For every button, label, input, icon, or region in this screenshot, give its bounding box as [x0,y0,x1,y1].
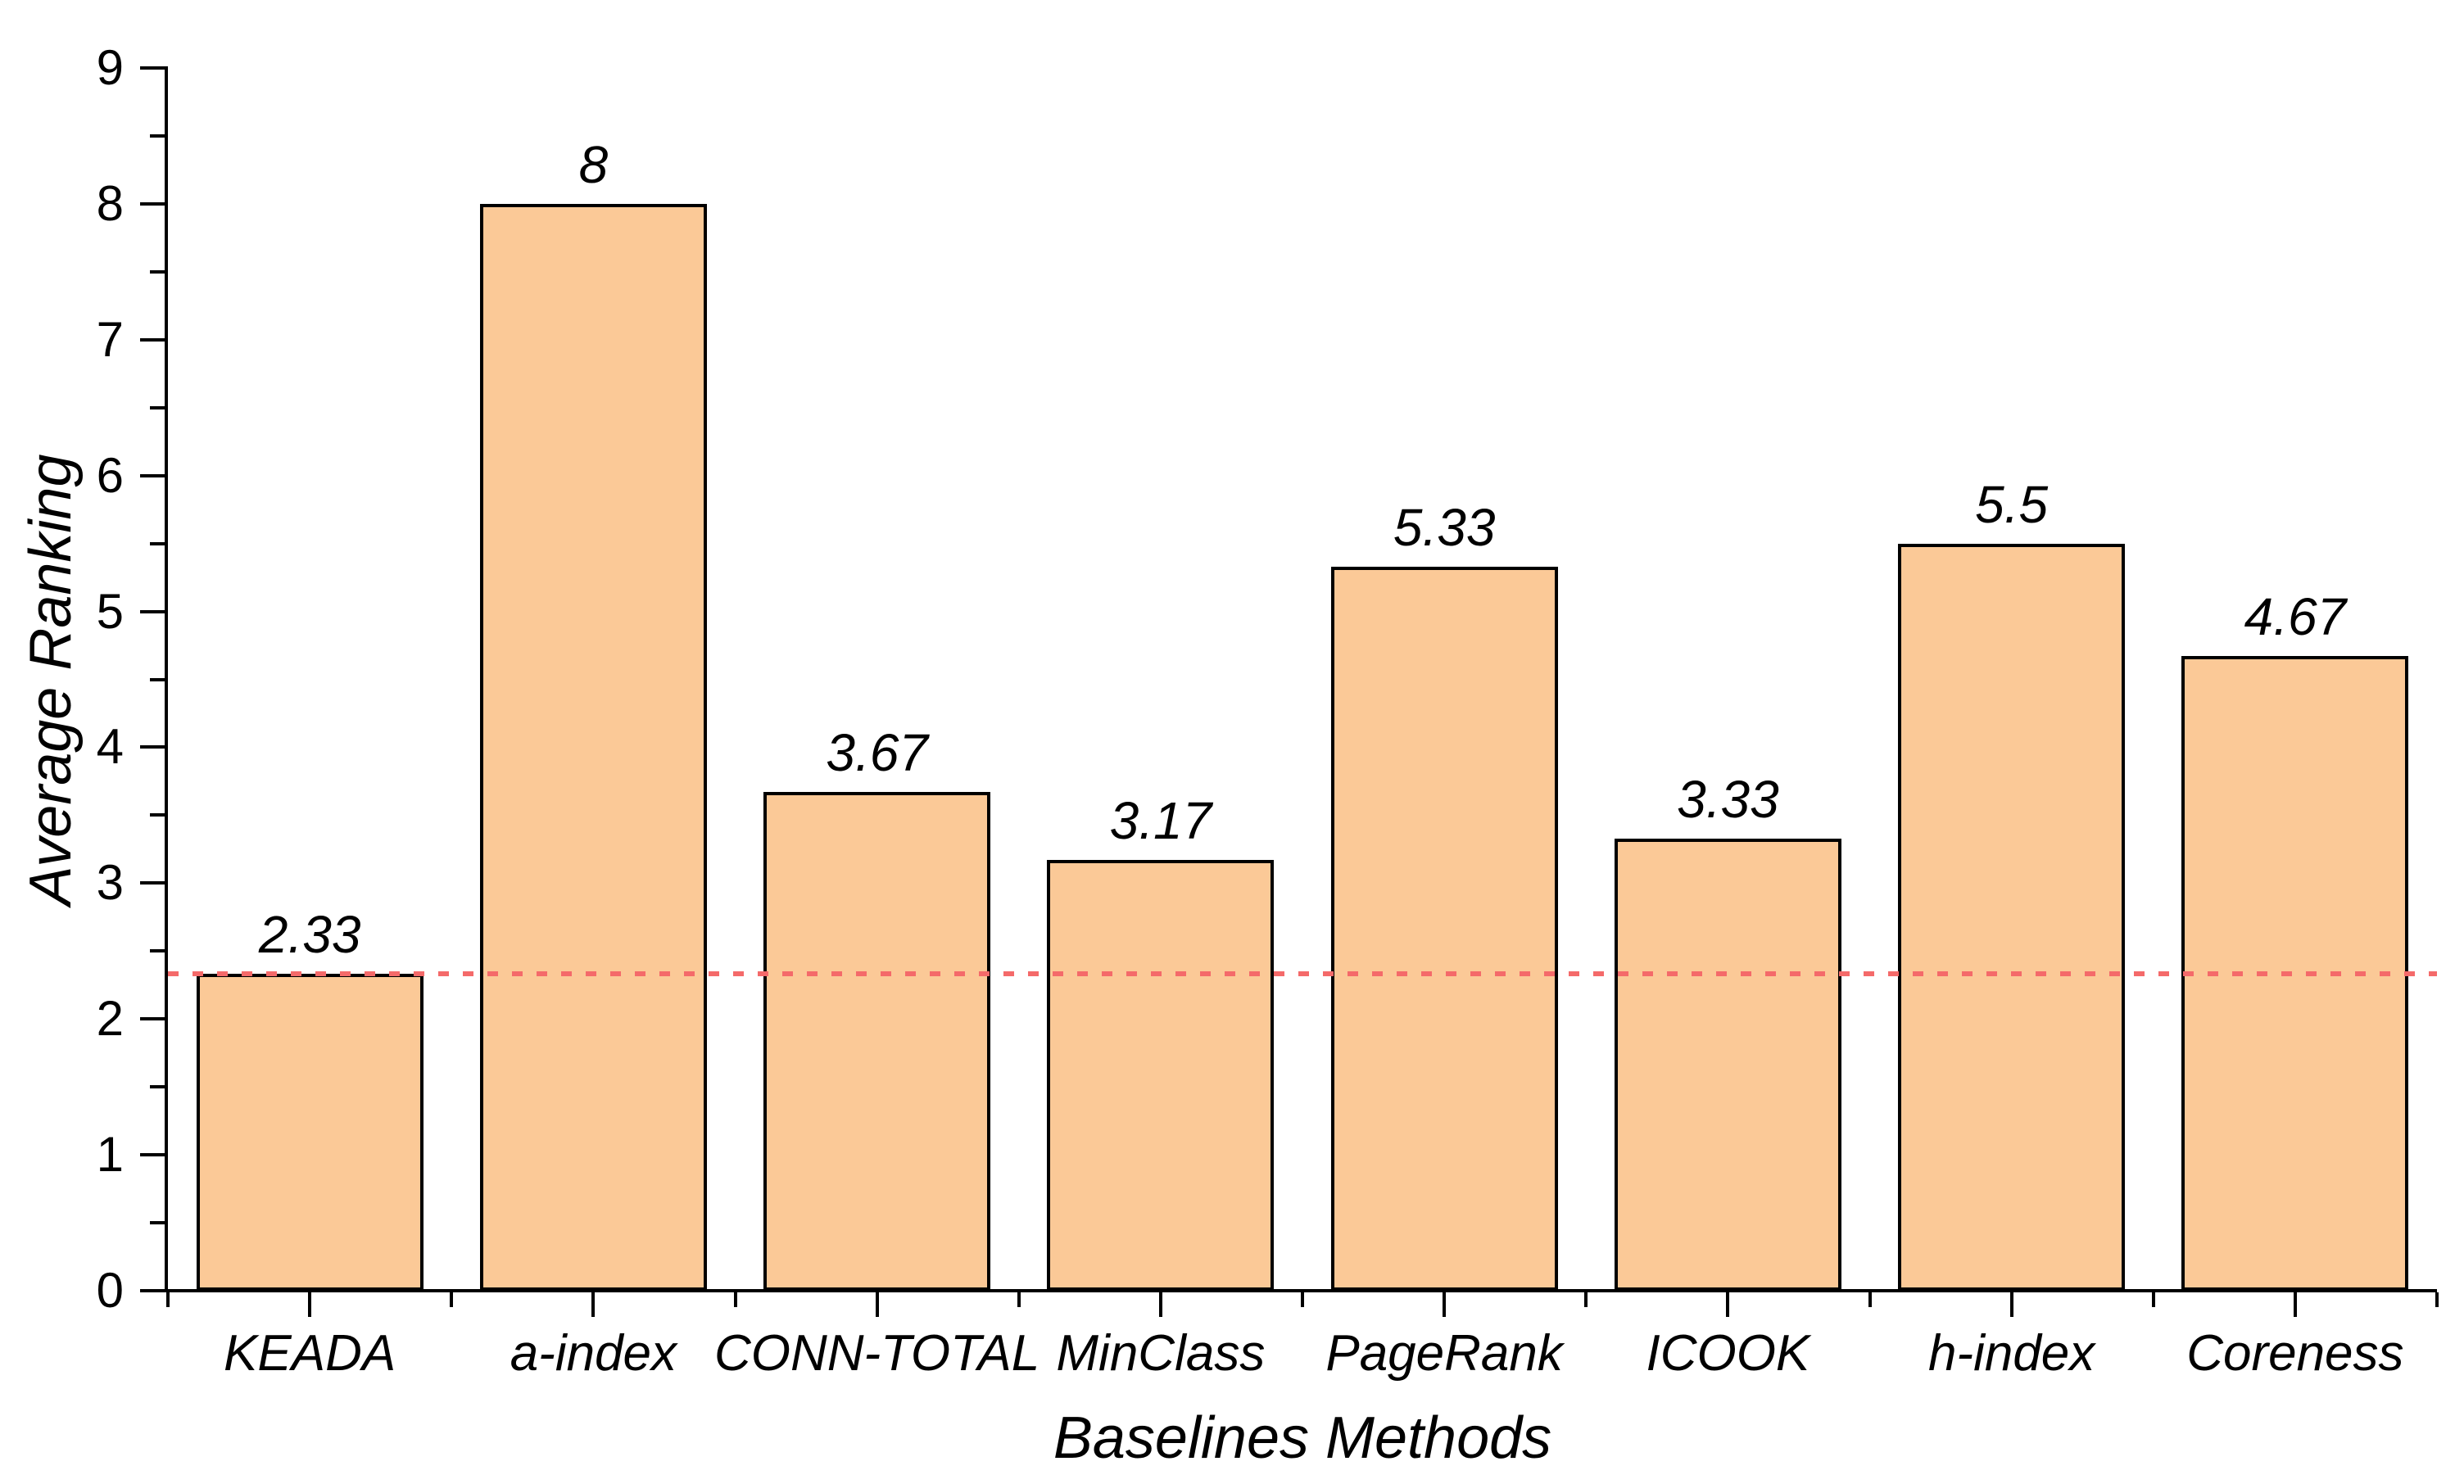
y-tick-label: 0 [96,1263,124,1318]
x-major-tick [1726,1292,1730,1317]
y-minor-tick [150,949,165,953]
bar [196,974,424,1291]
y-minor-tick [150,1221,165,1225]
x-major-tick [591,1292,596,1317]
y-major-tick [140,1017,165,1021]
x-minor-tick [1301,1292,1304,1307]
x-tick-label: KEADA [224,1325,396,1382]
x-tick-label: a-index [510,1325,677,1382]
bar [763,792,991,1291]
bar-value-label: 5.33 [1393,497,1496,557]
y-major-tick [140,337,165,342]
x-minor-tick [1017,1292,1021,1307]
x-minor-tick [2151,1292,2155,1307]
bar-value-label: 3.67 [826,723,928,783]
y-major-tick [140,745,165,749]
y-major-tick [140,1289,165,1292]
x-minor-tick [1868,1292,1872,1307]
x-tick-label: PageRank [1325,1325,1563,1382]
bar [1898,543,2126,1291]
x-tick-label: ICOOK [1646,1325,1810,1382]
x-minor-tick [1584,1292,1588,1307]
y-minor-tick [150,133,165,138]
y-axis-title: Average Ranking [18,453,84,906]
y-tick-label: 2 [96,991,124,1047]
x-tick-label: h-index [1927,1325,2095,1382]
bar-value-label: 8 [578,134,609,194]
x-minor-tick [450,1292,454,1307]
x-tick-label: CONN-TOTAL [713,1325,1040,1382]
reference-line [168,971,2437,977]
y-tick-label: 5 [96,583,124,639]
y-major-tick [140,1153,165,1157]
y-minor-tick [150,1085,165,1089]
y-major-tick [140,66,165,70]
y-tick-label: 4 [96,719,124,775]
bar [1330,566,1558,1291]
x-major-tick [2293,1292,2297,1317]
y-minor-tick [150,541,165,545]
bar-value-label: 3.33 [1677,769,1779,829]
x-major-tick [875,1292,879,1317]
x-major-tick [2009,1292,2013,1317]
y-tick-label: 6 [96,447,124,503]
x-axis-line [165,1289,2437,1292]
bar [1614,838,1841,1291]
y-tick-label: 1 [96,1127,124,1183]
y-major-tick [140,609,165,613]
x-axis-title: Baselines Methods [1053,1405,1552,1471]
y-major-tick [140,881,165,885]
y-major-tick [140,473,165,477]
y-tick-label: 3 [96,855,124,911]
x-minor-tick [733,1292,737,1307]
y-tick-label: 9 [96,40,124,95]
x-tick-label: Coreness [2186,1325,2404,1382]
y-minor-tick [150,269,165,274]
x-major-tick [1158,1292,1162,1317]
y-minor-tick [150,813,165,817]
bar [479,203,707,1291]
y-axis-line [165,66,168,1292]
x-minor-tick [2435,1292,2439,1307]
bar [1047,860,1275,1291]
x-minor-tick [166,1292,170,1307]
y-minor-tick [150,405,165,409]
x-major-tick [1443,1292,1447,1317]
y-minor-tick [150,677,165,681]
bar-value-label: 5.5 [1975,474,2049,534]
bar-value-label: 2.33 [258,905,361,965]
x-tick-label: MinClass [1056,1325,1266,1382]
bar-value-label: 3.17 [1109,791,1212,851]
x-major-tick [308,1292,312,1317]
bar-value-label: 4.67 [2244,587,2347,647]
y-tick-label: 8 [96,175,124,231]
y-tick-label: 7 [96,311,124,367]
y-major-tick [140,201,165,206]
